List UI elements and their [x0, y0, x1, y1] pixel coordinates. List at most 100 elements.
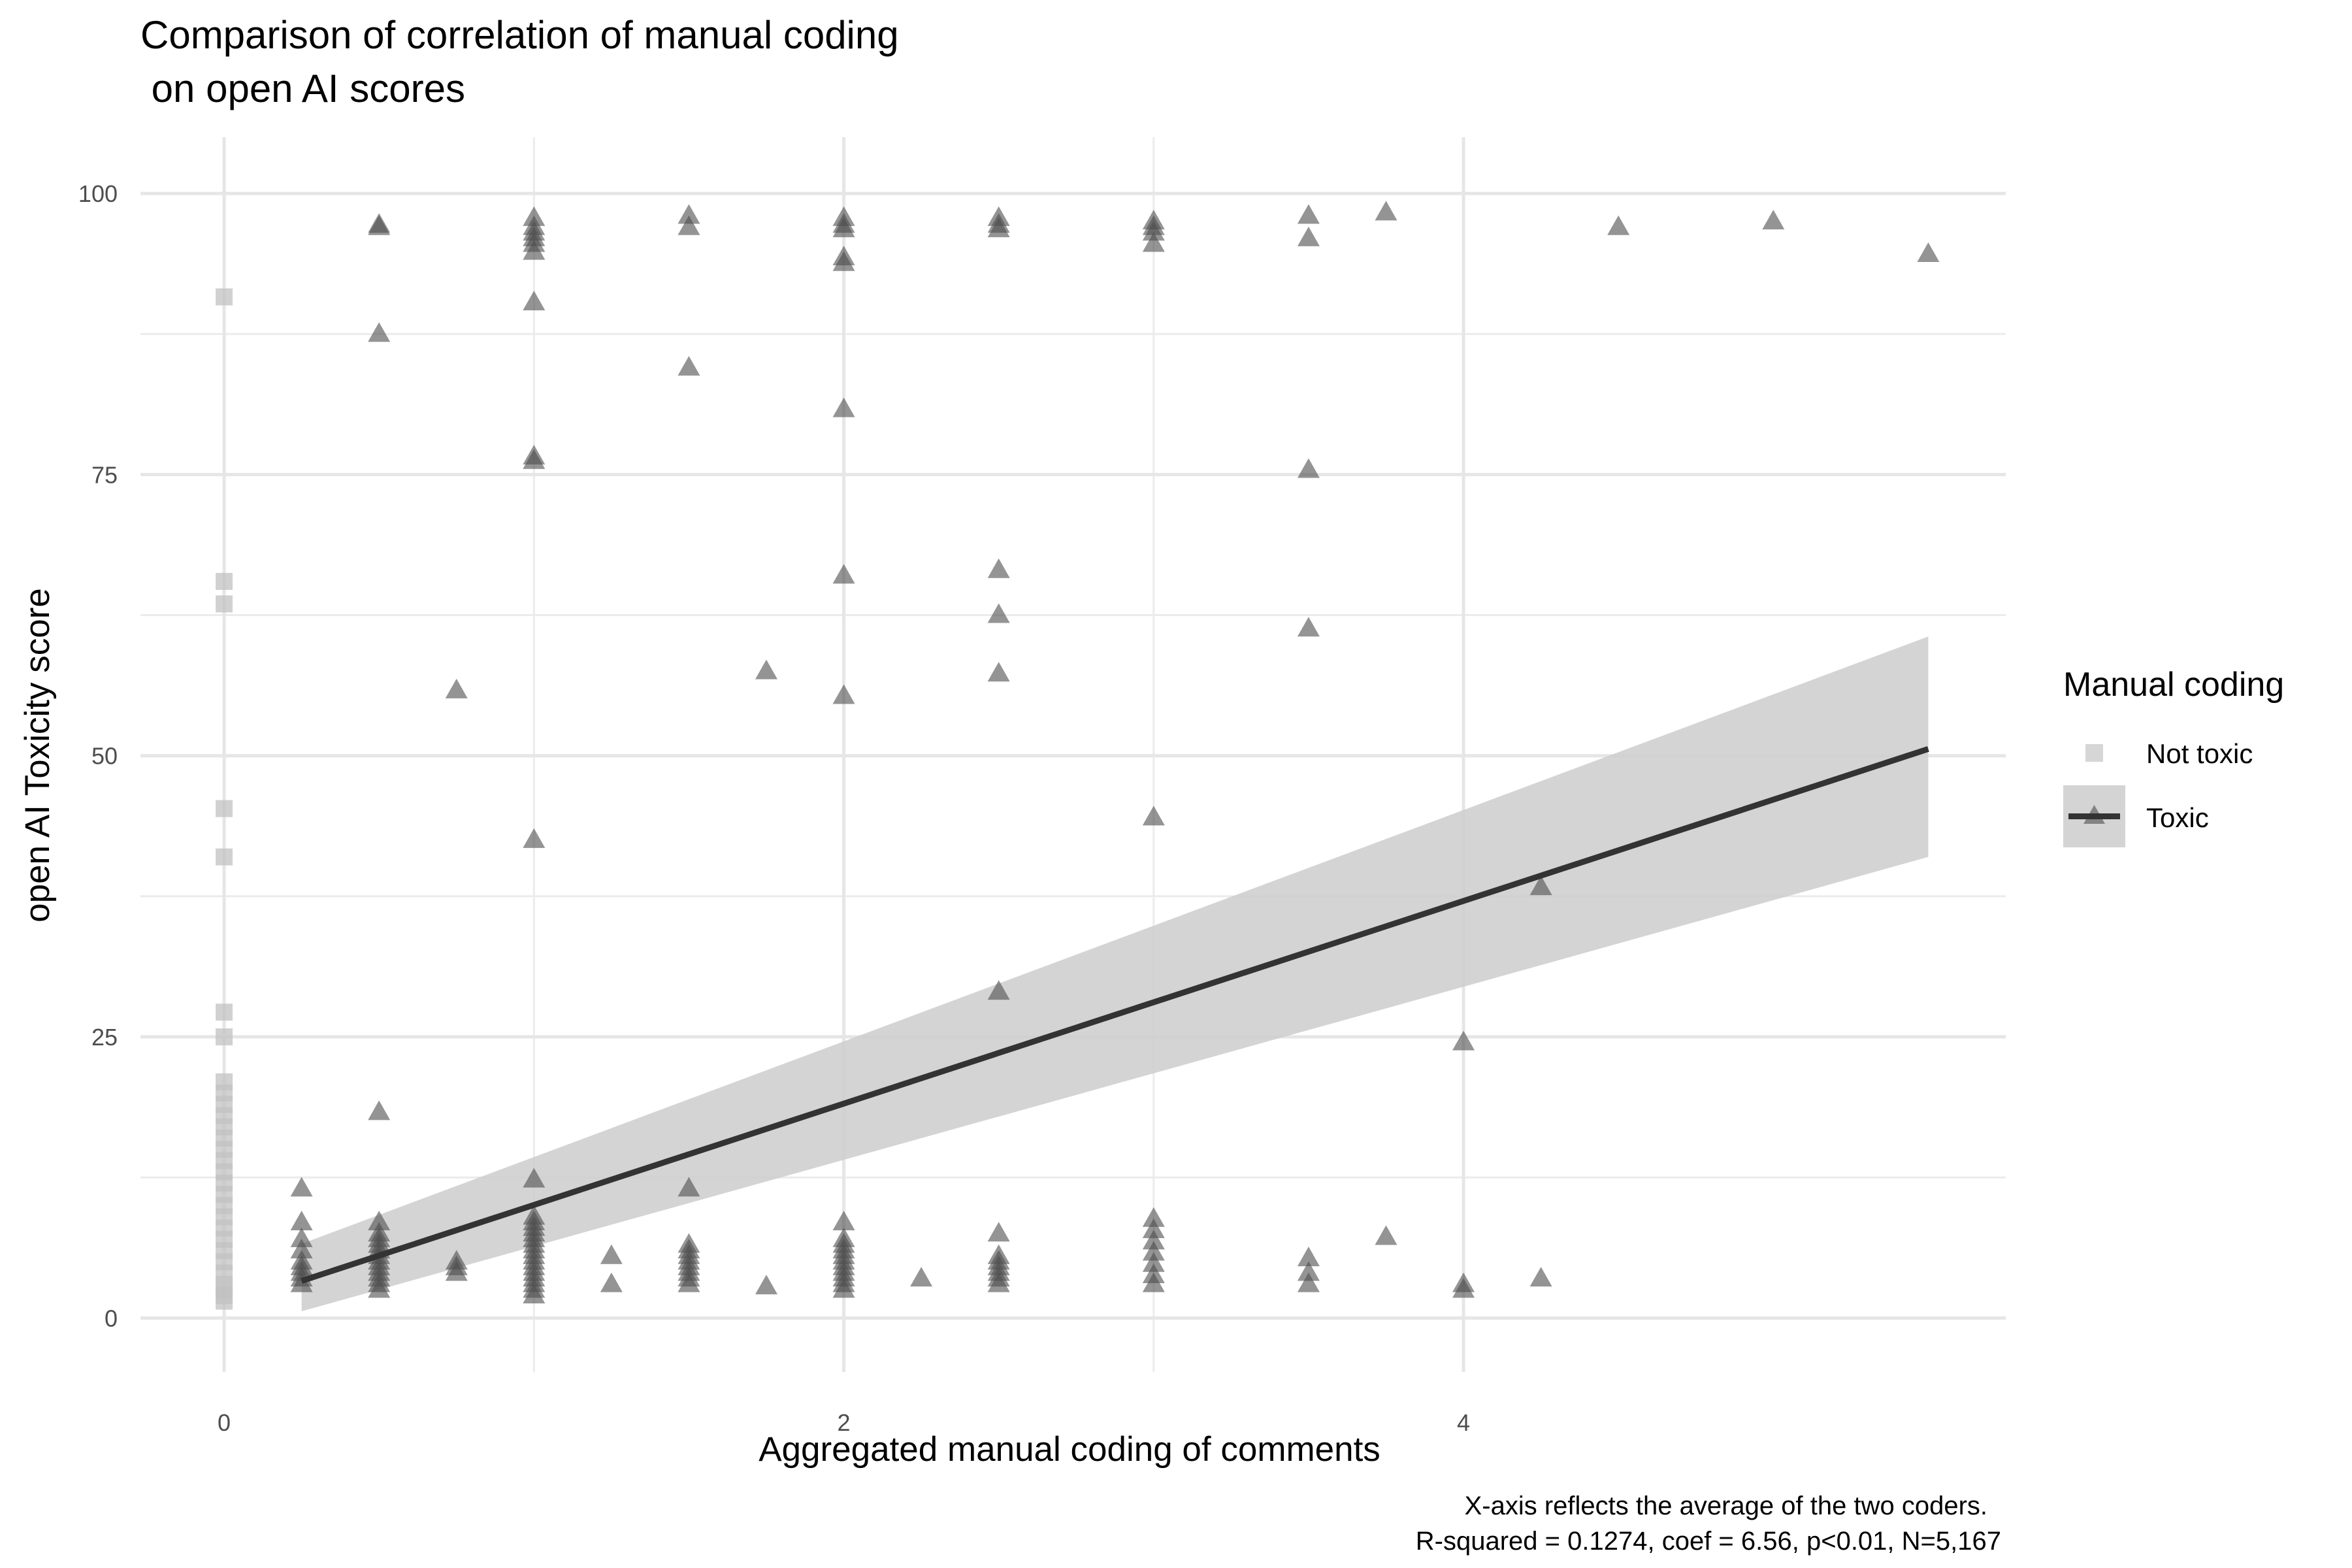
not-toxic-point — [216, 848, 233, 866]
toxic-point — [832, 218, 855, 238]
y-tick-label: 50 — [91, 743, 118, 770]
x-tick-label: 2 — [838, 1409, 851, 1436]
toxic-point — [987, 218, 1010, 238]
regression-line — [301, 746, 1929, 1284]
toxic-point — [523, 291, 546, 311]
toxic-point — [1297, 1247, 1320, 1267]
toxic-point — [1142, 1218, 1165, 1239]
toxic-point — [290, 1272, 313, 1292]
toxic-point — [368, 1211, 391, 1231]
toxic-point — [678, 355, 700, 376]
toxic-point — [1297, 617, 1320, 637]
toxic-point — [1529, 1267, 1552, 1287]
y-tick-label: 25 — [91, 1024, 118, 1051]
toxic-point — [1142, 1252, 1165, 1272]
toxic-point — [368, 1278, 391, 1298]
toxic-point — [1142, 232, 1165, 252]
toxic-point — [1297, 1261, 1320, 1281]
toxic-point — [290, 1227, 313, 1247]
toxic-point — [832, 564, 855, 584]
toxic-point — [1297, 1272, 1320, 1292]
toxic-point — [678, 204, 700, 224]
legend-label-not-toxic: Not toxic — [2146, 738, 2253, 769]
toxic-point — [755, 659, 777, 679]
y-tick-labels: 0 25 50 75 100 — [78, 180, 118, 1331]
not-toxic-point — [216, 1292, 233, 1310]
regression-line-path — [301, 746, 1929, 1284]
toxic-point — [1375, 1225, 1397, 1245]
x-axis-label: Aggregated manual coding of comments — [759, 1430, 1380, 1469]
not-toxic-point — [216, 595, 233, 613]
toxic-point — [368, 1100, 391, 1120]
not-toxic-point — [216, 1028, 233, 1046]
legend-label-toxic: Toxic — [2146, 802, 2209, 833]
caption-line1: X-axis reflects the average of the two c… — [1465, 1492, 1987, 1520]
toxic-point — [1142, 1230, 1165, 1250]
toxic-point — [290, 1239, 313, 1259]
toxic-point — [1297, 226, 1320, 246]
toxic-point — [832, 397, 855, 417]
toxic-point — [1452, 1030, 1475, 1051]
toxic-point — [987, 980, 1010, 1000]
toxic-point — [523, 240, 546, 260]
toxic-point — [1607, 215, 1630, 235]
x-tick-labels: 0 2 4 — [218, 1409, 1470, 1436]
toxic-point — [523, 1168, 546, 1188]
toxic-point — [910, 1267, 933, 1287]
chart-title-line1: Comparison of correlation of manual codi… — [140, 13, 899, 57]
toxic-point — [987, 1222, 1010, 1242]
toxic-point — [1142, 806, 1165, 826]
toxic-point — [987, 662, 1010, 682]
toxic-point — [445, 678, 468, 698]
toxic-point — [1142, 1272, 1165, 1292]
toxic-point — [755, 1275, 777, 1295]
toxic-point — [832, 251, 855, 271]
y-axis-label: open AI Toxicity score — [18, 588, 57, 923]
toxic-point — [832, 1211, 855, 1231]
caption-line2: R-squared = 0.1274, coef = 6.56, p<0.01,… — [1416, 1527, 2001, 1556]
toxic-point — [1142, 1207, 1165, 1227]
toxic-point — [290, 1211, 313, 1231]
not-toxic-point — [216, 800, 233, 817]
not-toxic-point — [216, 1004, 233, 1021]
toxic-point — [1529, 875, 1552, 896]
legend: Manual coding Not toxic Toxic — [2063, 666, 2284, 847]
toxic-point — [368, 322, 391, 342]
y-tick-label: 0 — [105, 1305, 118, 1331]
toxic-point — [1142, 1241, 1165, 1261]
y-tick-label: 75 — [91, 461, 118, 488]
legend-title: Manual coding — [2063, 666, 2284, 704]
confidence-band — [301, 636, 1929, 1312]
toxic-point — [987, 603, 1010, 623]
y-tick-label: 100 — [78, 180, 118, 207]
major-gridlines — [140, 137, 2006, 1372]
toxic-point — [600, 1272, 623, 1292]
not-toxic-point — [216, 288, 233, 306]
toxic-point — [523, 449, 546, 469]
toxic-point — [987, 1272, 1010, 1292]
toxic-point — [1452, 1278, 1475, 1298]
toxic-point — [600, 1244, 623, 1264]
toxic-point — [290, 1177, 313, 1197]
toxic-point — [1375, 201, 1397, 221]
chart-title-line2: on open AI scores — [140, 67, 465, 110]
toxic-point — [445, 1261, 468, 1281]
toxic-point — [368, 213, 391, 233]
toxic-point — [1297, 458, 1320, 478]
toxic-point — [523, 1283, 546, 1303]
not-toxic-point — [216, 572, 233, 590]
toxic-point — [1142, 221, 1165, 241]
x-tick-label: 0 — [218, 1409, 231, 1436]
legend-square-icon — [2085, 744, 2103, 762]
toxic-point — [678, 1272, 700, 1292]
toxic-point — [987, 558, 1010, 578]
toxic-point — [678, 1177, 700, 1197]
x-tick-label: 4 — [1457, 1409, 1470, 1436]
toxic-point — [1297, 204, 1320, 224]
confidence-band-area — [301, 636, 1929, 1312]
toxic-point — [523, 828, 546, 848]
toxic-point — [1917, 242, 1940, 263]
toxic-point — [678, 215, 700, 235]
toxic-point — [832, 1278, 855, 1298]
